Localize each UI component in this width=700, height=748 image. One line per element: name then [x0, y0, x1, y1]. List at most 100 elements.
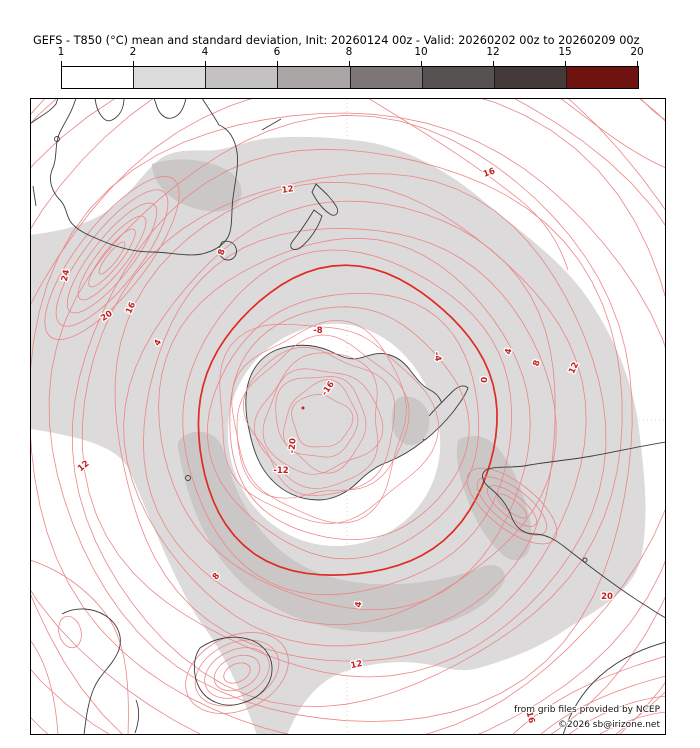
colorbar-tick-label: 2 — [129, 46, 137, 58]
colorbar-tick-label: 1 — [57, 46, 65, 58]
coastline-small-islands-left — [32, 185, 37, 207]
contour-line — [77, 215, 147, 301]
std-dev-shading-dark-antarctica — [391, 396, 430, 445]
contour-value-label: 16 — [482, 166, 497, 179]
contour-line — [253, 352, 379, 489]
contour-line — [31, 99, 665, 734]
contour-value-label: 8 — [531, 359, 542, 368]
colorbar-segment — [422, 67, 495, 88]
map-frame: 24 20 16 8 4 12 16 -8 -4 -16 -20 -12 0 4 8 12 12 8 4 12 20 16… — [30, 98, 666, 735]
contour-line — [31, 99, 665, 734]
coastline-australia — [49, 99, 238, 256]
contour-line — [48, 114, 633, 722]
contour-line — [487, 485, 537, 527]
colorbar-tick-label: 12 — [486, 46, 500, 58]
colorbar-tick-label: 15 — [558, 46, 572, 58]
contour-value-label: 0 — [480, 376, 490, 383]
colorbar-segment — [494, 67, 567, 88]
temperature-min-marker — [301, 406, 305, 410]
coastline-south-america — [482, 441, 665, 618]
colorbar-tick-mark — [205, 61, 206, 66]
contour-line — [204, 647, 270, 699]
colorbar-segment — [350, 67, 423, 88]
coastline-indonesia — [31, 99, 59, 124]
contour-line — [158, 237, 531, 611]
coastline-new-zealand-south — [290, 209, 323, 251]
contour-line — [291, 393, 354, 448]
contour-line — [142, 228, 557, 625]
colorbar-tick-label: 4 — [201, 46, 209, 58]
contour-value-label: 20 — [601, 592, 613, 602]
coastline-thin-island-bottom — [134, 699, 139, 734]
contour-line — [476, 476, 548, 536]
contour-line — [229, 306, 470, 541]
std-dev-shading-dark-australia — [152, 159, 242, 212]
colorbar-tick-mark — [133, 61, 134, 66]
contour-line — [206, 292, 480, 560]
contour-misc — [31, 99, 665, 734]
colorbar-tick-mark — [565, 61, 566, 66]
coastline-kerguelen — [185, 475, 191, 481]
contour-line — [262, 368, 384, 475]
contour-line — [242, 346, 396, 496]
contour-line — [275, 376, 367, 474]
contour-line — [31, 112, 665, 734]
contour-value-label: -20 — [287, 438, 298, 454]
contour-line — [219, 323, 439, 524]
colorbar-segment — [206, 67, 279, 88]
contour-line — [236, 334, 410, 499]
contour-value-label: 4 — [354, 601, 365, 609]
colorbar-tick-mark — [277, 61, 278, 66]
std-dev-colorbar — [61, 66, 639, 89]
plot-title: GEFS - T850 (°C) mean and standard devia… — [33, 34, 640, 47]
coastline-tasmania — [218, 240, 237, 261]
contour-line — [44, 176, 180, 340]
contour-value-label: 16 — [524, 710, 537, 724]
contour-ridge-australia — [44, 176, 180, 340]
contour-value-label: -4 — [431, 351, 443, 362]
contour-value-label: -12 — [273, 466, 288, 476]
coastline-blob-southwest — [61, 608, 121, 734]
coastline-new-zealand-north — [311, 183, 339, 216]
coastline-antarctica — [245, 344, 443, 501]
colorbar-tick-mark — [637, 61, 638, 66]
contour-line — [81, 173, 607, 678]
contour-line — [466, 467, 558, 545]
contour-value-label: 12 — [350, 659, 364, 671]
std-dev-shading-dark-southamerica — [456, 435, 532, 561]
std-dev-shading-dark-crescent — [177, 431, 505, 633]
colorbar-tick-mark — [493, 61, 494, 66]
attribution-copyright: ©2026 sb@irizone.net — [558, 720, 660, 730]
colorbar-tick-mark — [61, 61, 62, 66]
colorbar-segment — [278, 67, 351, 88]
contour-line — [185, 632, 289, 714]
contour-value-label: 12 — [76, 459, 92, 474]
contour-value-label: 24 — [60, 269, 72, 283]
attribution-source: from grib files provided by NCEP — [514, 705, 661, 715]
contour-line — [182, 249, 512, 596]
colorbar-tick-label: 20 — [630, 46, 644, 58]
contour-line — [123, 200, 556, 647]
contour-loops-madagascar — [185, 632, 289, 714]
contour-line — [114, 181, 587, 662]
colorbar-tick-label: 6 — [273, 46, 281, 58]
contour-line — [88, 228, 136, 288]
colorbar-segment — [566, 67, 638, 88]
coastline-blob-madagascar — [193, 636, 273, 706]
contour-line — [66, 202, 158, 314]
colorbar-tick-mark — [421, 61, 422, 66]
contour-line — [197, 264, 498, 576]
contour-value-label: 4 — [504, 348, 515, 356]
contour-value-label: 8 — [216, 248, 227, 257]
coastline-africa-bottom-right — [562, 641, 665, 734]
contour-line — [223, 662, 251, 684]
coastline-new-caledonia — [261, 118, 282, 131]
coastline-island-dot — [54, 136, 60, 142]
colorbar-segment — [134, 67, 207, 88]
contour-line — [283, 379, 359, 458]
contour-value-label: -8 — [313, 326, 323, 336]
contour-value-label: 12 — [281, 184, 294, 196]
contour-line — [71, 148, 623, 708]
